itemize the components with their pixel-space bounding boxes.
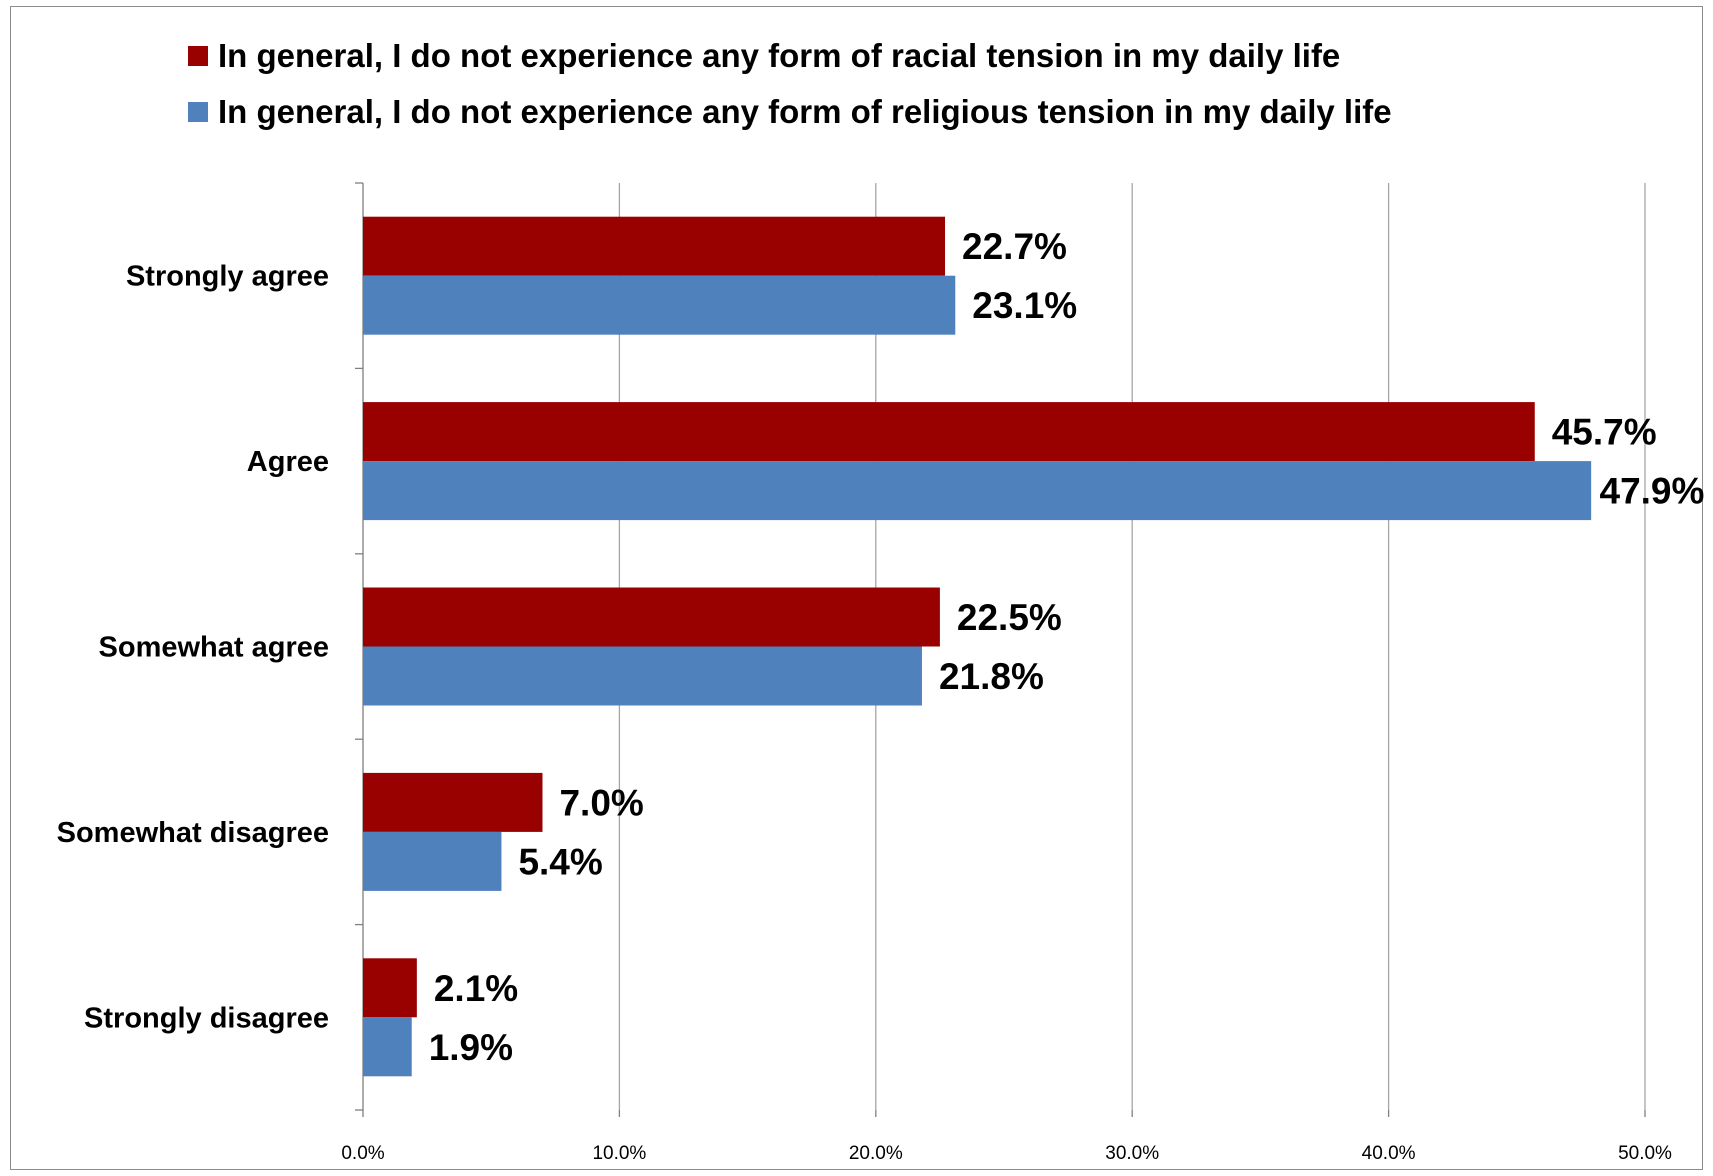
legend-swatch-racial (188, 46, 208, 66)
data-label-racial: 22.5% (957, 597, 1062, 638)
legend: In general, I do not experience any form… (0, 0, 1713, 150)
legend-label-religious: In general, I do not experience any form… (218, 93, 1392, 130)
category-label: Somewhat disagree (57, 817, 329, 849)
bar-racial (363, 216, 946, 276)
data-label-religious: 23.1% (972, 285, 1077, 326)
legend-item-racial: In general, I do not experience any form… (188, 36, 1340, 76)
bar-racial (363, 772, 543, 832)
legend-item-religious: In general, I do not experience any form… (188, 92, 1392, 132)
bar-racial (363, 958, 417, 1018)
data-label-religious: 1.9% (429, 1027, 513, 1068)
data-label-religious: 21.8% (939, 656, 1044, 697)
x-tick-label: 0.0% (341, 1143, 384, 1164)
bar-religious (363, 1017, 412, 1077)
legend-swatch-religious (188, 102, 208, 122)
category-label: Somewhat agree (99, 632, 329, 664)
data-label-racial: 45.7% (1552, 412, 1657, 453)
data-label-racial: 7.0% (559, 782, 643, 823)
category-label: Agree (247, 446, 329, 478)
data-label-religious: 47.9% (1600, 471, 1705, 512)
bar-religious (363, 831, 502, 891)
data-label-religious: 5.4% (518, 841, 602, 882)
bar-racial (363, 587, 940, 647)
x-tick-label: 20.0% (849, 1143, 903, 1164)
legend-label-racial: In general, I do not experience any form… (218, 37, 1341, 74)
x-tick-label: 50.0% (1618, 1143, 1672, 1164)
x-tick-label: 10.0% (592, 1143, 646, 1164)
bar-racial (363, 402, 1535, 462)
bar-religious (363, 461, 1592, 521)
category-label: Strongly disagree (84, 1002, 329, 1034)
x-tick-label: 40.0% (1362, 1143, 1416, 1164)
bar-religious (363, 646, 922, 706)
bar-religious (363, 275, 956, 335)
data-label-racial: 22.7% (962, 226, 1067, 267)
data-label-racial: 2.1% (434, 968, 518, 1009)
x-tick-label: 30.0% (1105, 1143, 1159, 1164)
category-label: Strongly agree (126, 261, 329, 293)
